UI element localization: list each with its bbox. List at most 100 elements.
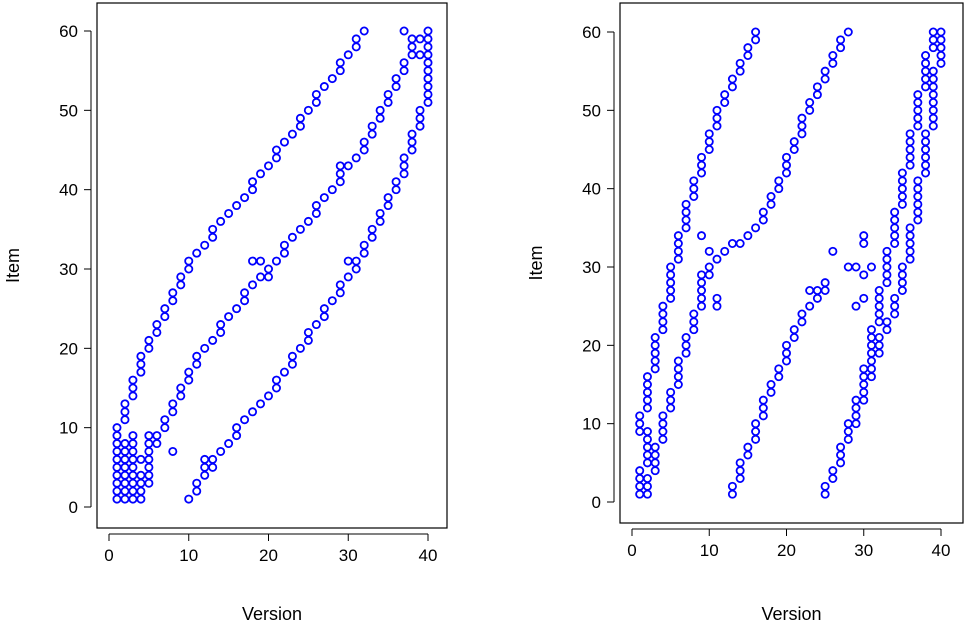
data-point — [697, 285, 707, 295]
data-point — [295, 121, 305, 131]
data-point — [843, 262, 853, 272]
data-point — [635, 411, 645, 421]
data-point — [128, 470, 138, 480]
data-point — [144, 462, 154, 472]
data-point — [859, 293, 869, 303]
data-point — [327, 296, 337, 306]
data-point — [407, 137, 417, 147]
data-point — [407, 145, 417, 155]
data-point — [666, 285, 676, 295]
data-point — [782, 348, 792, 358]
data-point — [751, 27, 761, 37]
data-point — [650, 466, 660, 476]
data-point — [658, 419, 668, 429]
data-point — [407, 34, 417, 44]
data-point — [650, 340, 660, 350]
data-point — [184, 367, 194, 377]
plot-panel-2: 0 10 20 30 40 0 10 20 30 40 50 60 Version Item — [526, 2, 964, 624]
data-point — [650, 348, 660, 358]
data-point — [248, 280, 258, 290]
data-point — [905, 238, 915, 248]
data-point — [200, 462, 210, 472]
data-point — [859, 387, 869, 397]
data-point — [704, 137, 714, 147]
data-point — [890, 309, 900, 319]
data-point — [890, 223, 900, 233]
data-point — [681, 332, 691, 342]
data-point — [735, 473, 745, 483]
data-point — [928, 113, 938, 123]
data-point — [797, 113, 807, 123]
data-point — [271, 256, 281, 266]
data-point — [774, 184, 784, 194]
data-point — [828, 51, 838, 61]
data-point — [812, 90, 822, 100]
data-point — [295, 343, 305, 353]
data-point — [144, 454, 154, 464]
data-point — [774, 364, 784, 374]
plot-frame — [619, 2, 964, 524]
data-point — [248, 407, 258, 417]
y-tick-label: 60 — [582, 23, 601, 42]
data-point — [120, 470, 130, 480]
data-point — [152, 439, 162, 449]
data-point — [200, 454, 210, 464]
data-point — [658, 411, 668, 421]
data-point — [415, 34, 425, 44]
data-point — [681, 207, 691, 217]
data-point — [359, 240, 369, 250]
data-point — [805, 105, 815, 115]
data-point — [859, 379, 869, 389]
data-point — [751, 426, 761, 436]
data-point — [921, 82, 931, 92]
data-point — [112, 431, 122, 441]
data-point — [905, 144, 915, 154]
y-tick-label: 50 — [59, 101, 78, 120]
data-point — [112, 470, 122, 480]
data-point — [905, 223, 915, 233]
data-point — [797, 121, 807, 131]
data-point — [666, 270, 676, 280]
data-point — [704, 262, 714, 272]
data-point — [836, 35, 846, 45]
data-point — [758, 207, 768, 217]
y-tick-label: 40 — [59, 181, 78, 200]
data-point — [928, 105, 938, 115]
data-point — [782, 168, 792, 178]
data-point — [120, 478, 130, 488]
data-point — [112, 462, 122, 472]
x-tick-label: 20 — [777, 541, 796, 560]
data-point — [673, 238, 683, 248]
data-point — [256, 256, 266, 266]
data-point — [882, 317, 892, 327]
data-point — [415, 121, 425, 131]
data-point — [144, 343, 154, 353]
data-point — [921, 168, 931, 178]
data-point — [208, 224, 218, 234]
data-point — [642, 379, 652, 389]
data-point — [936, 27, 946, 37]
data-point — [874, 309, 884, 319]
data-point — [658, 325, 668, 335]
data-point — [184, 494, 194, 504]
x-tick-label: 10 — [700, 541, 719, 560]
y-tick-label: 20 — [59, 339, 78, 358]
data-point — [351, 256, 361, 266]
data-point — [774, 372, 784, 382]
data-point — [144, 335, 154, 345]
data-point — [720, 98, 730, 108]
data-point — [279, 240, 289, 250]
y-tick-label: 10 — [582, 415, 601, 434]
data-point — [836, 458, 846, 468]
data-point — [351, 264, 361, 274]
data-point — [928, 35, 938, 45]
data-point — [136, 367, 146, 377]
data-point — [673, 246, 683, 256]
data-point — [160, 415, 170, 425]
data-point — [697, 168, 707, 178]
data-point — [240, 296, 250, 306]
data-point — [128, 478, 138, 488]
data-point — [727, 238, 737, 248]
data-point — [890, 293, 900, 303]
data-point — [921, 51, 931, 61]
